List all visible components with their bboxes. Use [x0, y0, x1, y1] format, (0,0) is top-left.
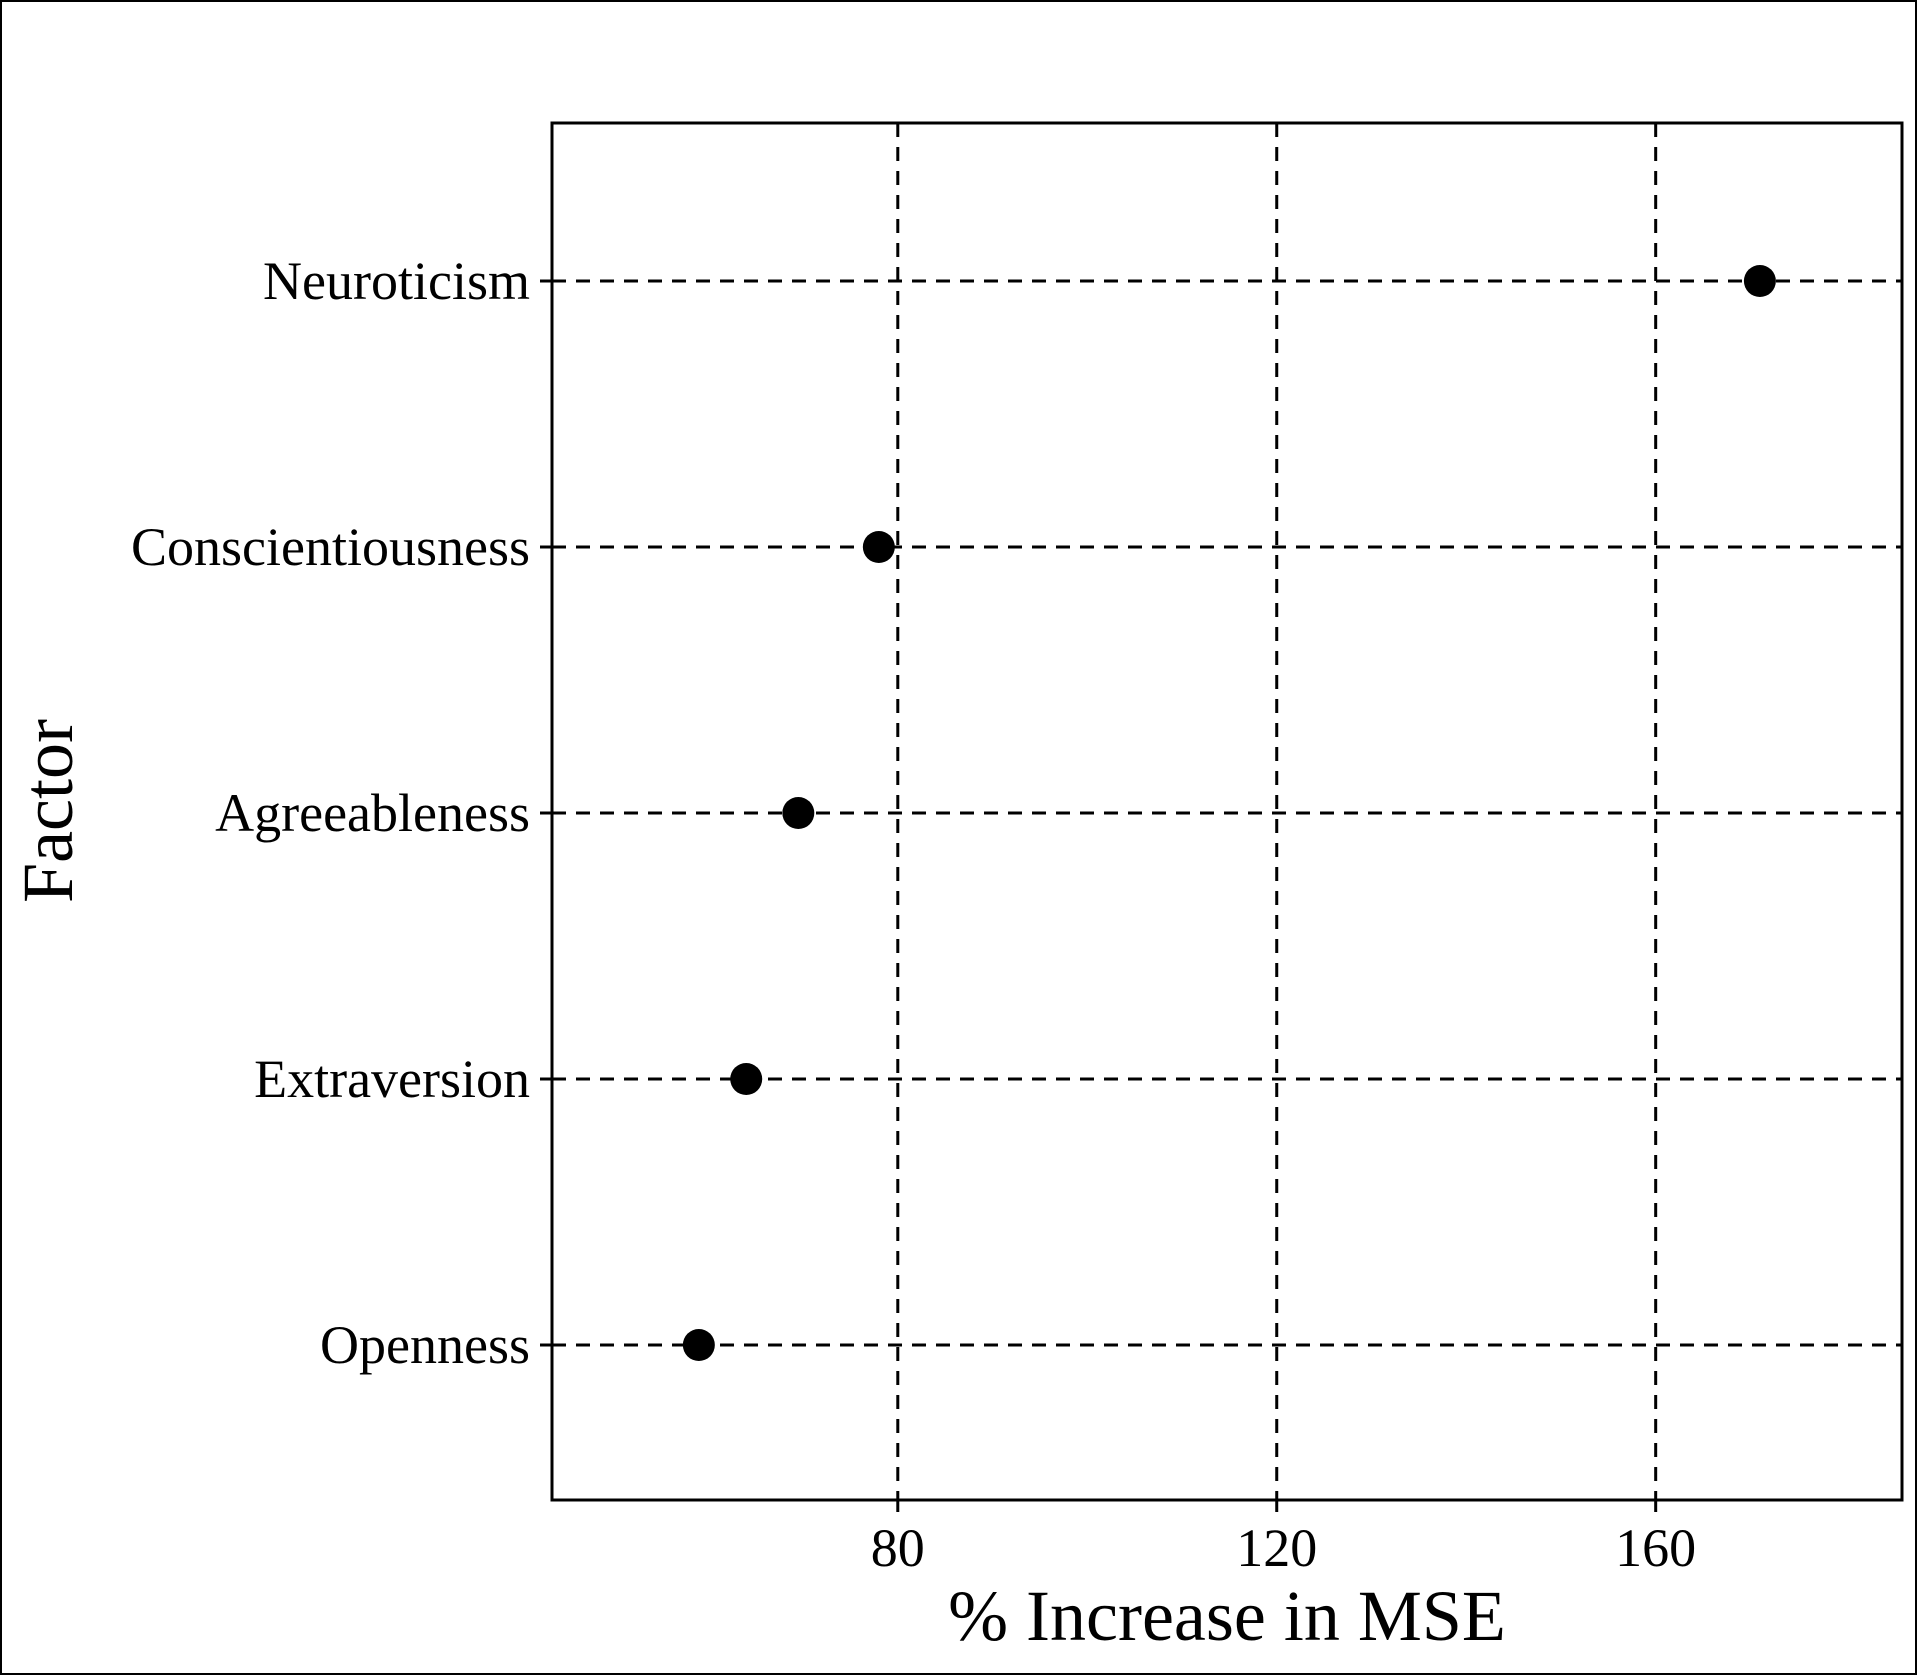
y-axis-title: Factor — [8, 719, 88, 903]
data-point-neuroticism — [1743, 265, 1776, 297]
data-point-conscientiousness — [862, 531, 895, 563]
y-tick-label-extraversion: Extraversion — [254, 1049, 530, 1109]
y-tick-label-neuroticism: Neuroticism — [263, 251, 530, 311]
data-point-agreeableness — [782, 797, 815, 829]
y-tick-label-conscientiousness: Conscientiousness — [131, 517, 530, 577]
x-axis-title: % Increase in MSE — [948, 1576, 1506, 1656]
x-tick-label-120: 120 — [1236, 1518, 1317, 1578]
point-layer — [682, 265, 1776, 1361]
y-tick-label-agreeableness: Agreeableness — [215, 783, 530, 843]
label-layer: Openness Extraversion Agreeableness Conscie… — [131, 251, 530, 1375]
data-point-extraversion — [730, 1063, 763, 1095]
data-point-openness — [682, 1329, 715, 1361]
grid-layer — [552, 123, 1902, 1500]
tick-layer: 80 120 160 — [540, 279, 1696, 1578]
x-tick-label-80: 80 — [871, 1518, 925, 1578]
y-tick-label-openness: Openness — [320, 1315, 530, 1375]
x-tick-label-160: 160 — [1615, 1518, 1696, 1578]
